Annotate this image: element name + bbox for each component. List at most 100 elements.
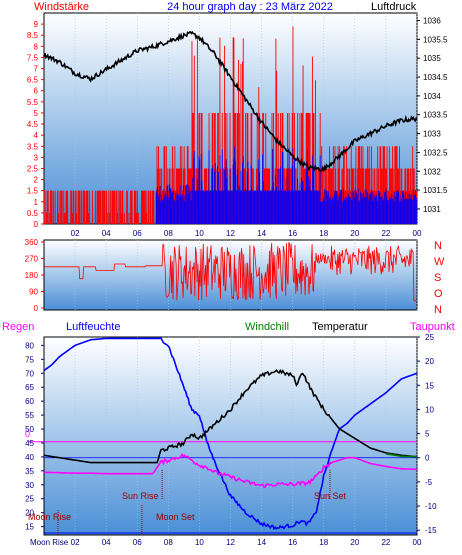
pressure-y-tick-label: 1035 [423,54,441,63]
humidity-y-tick-label: 35 [25,467,34,476]
pressure-y-tick-label: 1031.5 [423,186,448,195]
wind-y-tick-label: 2 [34,176,39,185]
legend-taupunkt: Taupunkt [410,321,455,333]
climate-x-tick-label: 08 [164,538,173,547]
temperature-y-tick-label: 20 [425,357,434,366]
humidity-y-tick-label: 30 [25,481,34,490]
direction-panel [43,239,418,311]
sun-moon-markers [57,470,331,535]
pressure-y-tick-label: 1032.5 [423,148,448,157]
direction-y-tick-label: 360 [25,238,39,247]
temperature-y-tick-label: 0 [425,454,430,463]
humidity-y-tick-label: 40 [25,453,34,462]
compass-label: N [434,240,442,252]
climate-x-tick-label: 14 [257,538,266,547]
moon-rise-axis-label: Moon Rise [30,538,69,547]
wind-x-tick-label: 02 [71,229,80,238]
pressure-y-tick-label: 1036 [423,17,441,26]
climate-x-tick-label: 12 [226,538,235,547]
direction-y-tick-label: 0 [34,304,39,313]
climate-x-tick-label: 20 [350,538,359,547]
compass-label: O [434,288,443,300]
wind-y-tick-label: 1 [34,198,39,207]
climate-x-tick-label: 22 [381,538,390,547]
wind-y-tick-label: 5 [34,109,39,118]
pressure-y-tick-label: 1034.5 [423,73,448,82]
humidity-y-axis: 15 20 25 30 35 40 45 50 55 60 65 70 75 80 [25,341,44,532]
sun-rise-label: Sun Rise [122,491,159,501]
wind-x-tick-label: 12 [226,229,235,238]
direction-series-line [44,242,417,302]
humidity-y-tick-label: 45 [25,439,34,448]
temperature-y-tick-label: 5 [425,430,430,439]
pressure-y-tick-label: 1035.5 [423,35,448,44]
temperature-y-tick-label: -5 [425,478,433,487]
graph-title: 24 hour graph day : 23 März 2022 [167,1,333,13]
wind-y-tick-label: 8.5 [27,31,39,40]
pressure-y-tick-label: 1031 [423,205,441,214]
humidity-y-tick-label: 25 [25,495,34,504]
humidity-y-tick-label: 20 [25,509,34,518]
humidity-y-tick-label: 80 [25,341,34,350]
moon-rise-label: Moon Rise [28,512,71,522]
humidity-y-tick-label: 60 [25,397,34,406]
compass-label: S [434,272,441,284]
wind-axis-title: Windstärke [34,1,89,13]
wind-y-tick-label: 4 [34,131,39,140]
pressure-line [43,30,418,173]
wind-x-tick-label: 10 [195,229,204,238]
wind-y-axis: 0 0.5 1 1.5 2 2.5 3 3.5 4 4.5 5 5.5 6 6.5 7 7.5 8 8.5 9 [27,20,44,229]
pressure-y-tick-label: 1033 [423,130,441,139]
direction-y-tick-label: 90 [29,288,38,297]
wind-y-tick-label: 3 [34,153,39,162]
temperature-y-tick-label: -15 [425,526,437,535]
climate-panel-grid [28,337,418,535]
climate-x-axis: 02 04 06 08 10 12 14 16 18 20 22 00 [71,538,422,547]
wind-x-tick-label: 14 [257,229,266,238]
wind-x-tick-label: 06 [133,229,142,238]
legend-windchill: Windchill [245,321,289,333]
climate-lines [43,337,418,531]
wind-x-tick-label: 08 [164,229,173,238]
wind-x-tick-label: 16 [288,229,297,238]
legend-temperatur: Temperatur [312,321,368,333]
wind-y-tick-label: 0 [34,220,39,229]
temperature-y-tick-label: 15 [425,381,434,390]
series-line-temperatur [43,368,418,464]
pressure-series-line [43,30,418,173]
wind-y-tick-label: 1.5 [27,187,39,196]
legend-regen: Regen [2,321,34,333]
series-line-taupunkt [43,452,417,489]
temperature-y-tick-label: 25 [425,333,434,342]
humidity-y-tick-label: 55 [25,411,34,420]
pressure-axis-title: Luftdruck [371,1,417,13]
humidity-y-tick-label: 70 [25,369,34,378]
legend-luftfeuchte: Luftfeuchte [66,321,120,333]
wind-x-tick-label: 20 [350,229,359,238]
temperature-y-tick-label: -10 [425,502,437,511]
wind-x-tick-label: 22 [381,229,390,238]
climate-x-tick-label: 06 [133,538,142,547]
direction-y-axis: 0 90 180 270 360 [25,238,44,313]
wind-y-tick-label: 0.5 [27,209,39,218]
pressure-y-tick-label: 1033.5 [423,111,448,120]
humidity-y-tick-label: 50 [25,425,34,434]
wind-x-tick-label: 00 [413,229,422,238]
wind-y-tick-label: 6 [34,87,39,96]
wind-x-tick-label: 04 [102,229,111,238]
sun-set-label: Sun Set [314,491,347,501]
dewpoint-zero-label: 0 [25,429,30,439]
wind-y-tick-label: 5.5 [27,98,39,107]
direction-y-tick-label: 180 [25,271,39,280]
wind-y-tick-label: 7 [34,65,39,74]
wind-y-tick-label: 9 [34,20,39,29]
series-line-luftfeuchte [43,337,418,531]
temperature-y-tick-label: 10 [425,405,434,414]
climate-x-tick-label: 10 [195,538,204,547]
humidity-y-tick-label: 75 [25,355,34,364]
wind-x-axis: 02 04 06 08 10 12 14 16 18 20 22 00 [71,229,422,238]
climate-x-tick-label: 18 [319,538,328,547]
